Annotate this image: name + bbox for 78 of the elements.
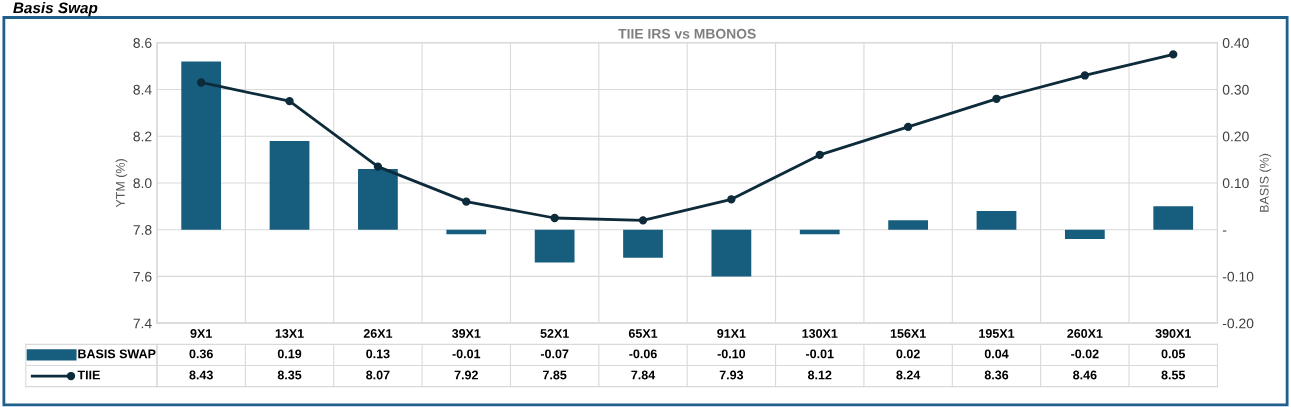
- data-label: 0.05: [1161, 349, 1186, 359]
- x-tick-label: 26X1: [363, 329, 393, 338]
- bar: [358, 168, 398, 230]
- y2-tick-label: 0.30: [1222, 84, 1249, 95]
- data-label: 0.04: [984, 349, 1009, 359]
- data-label: -0.01: [806, 349, 834, 359]
- x-tick-label: 39X1: [451, 329, 481, 338]
- x-tick-label: 390X1: [1155, 329, 1191, 338]
- data-label: 0.13: [366, 349, 390, 359]
- data-label: -0.10: [717, 349, 746, 359]
- bar: [269, 140, 310, 230]
- x-tick-label: 13X1: [275, 329, 304, 338]
- data-label: 8.24: [896, 370, 921, 380]
- y2-axis-title: BASIS (%): [1259, 153, 1272, 212]
- chart-title: TIIE IRS vs MBONOS: [618, 28, 756, 39]
- data-label: 7.92: [454, 370, 478, 380]
- y2-tick-label: -0.10: [1222, 271, 1254, 282]
- point: [462, 197, 471, 206]
- data-label: 8.36: [984, 370, 1009, 380]
- x-tick-label: 195X1: [979, 329, 1015, 338]
- y-tick-label: 8.0: [133, 178, 152, 189]
- point: [727, 195, 736, 204]
- y2-tick-label: -: [1222, 230, 1227, 232]
- point: [197, 78, 206, 87]
- y2-tick-label: 0.10: [1222, 178, 1249, 189]
- y-tick-label: 7.4: [133, 318, 152, 329]
- data-label: 0.02: [896, 349, 920, 359]
- data-label: 8.35: [277, 370, 302, 380]
- point: [815, 150, 824, 160]
- data-label: 8.46: [1073, 370, 1097, 380]
- x-tick-label: 130X1: [802, 329, 838, 338]
- bar: [1153, 206, 1194, 230]
- bar: [976, 210, 1017, 230]
- y-axis-title: YTM (%): [115, 159, 128, 208]
- bar: [181, 61, 222, 230]
- data-label: 7.85: [543, 370, 567, 380]
- point: [992, 94, 1001, 103]
- bar: [534, 229, 575, 263]
- legend-label: BASIS SWAP: [78, 349, 156, 359]
- data-label: 8.12: [807, 370, 832, 380]
- y-tick-label: 7.6: [133, 271, 152, 282]
- data-label: -0.02: [1071, 349, 1099, 359]
- point: [903, 122, 913, 132]
- bar: [888, 220, 928, 230]
- data-label: 8.55: [1161, 370, 1186, 380]
- x-tick-label: 9X1: [190, 329, 212, 338]
- data-label: -0.07: [540, 349, 569, 359]
- y-tick-label: 8.4: [133, 84, 152, 95]
- bar: [623, 229, 663, 258]
- x-tick-label: 65X1: [628, 329, 658, 338]
- x-tick-label: 156X1: [890, 329, 926, 338]
- point: [1169, 50, 1178, 59]
- point: [1080, 71, 1090, 80]
- x-tick-label: 91X1: [717, 329, 746, 338]
- x-tick-label: 52X1: [540, 329, 569, 338]
- y2-tick-label: 0.40: [1222, 38, 1249, 48]
- y2-tick-label: -0.20: [1222, 318, 1254, 329]
- y2-tick-label: 0.20: [1222, 131, 1249, 142]
- bar: [711, 229, 752, 277]
- text: Basis Swap: [13, 2, 98, 17]
- data-label: 0.19: [277, 349, 302, 359]
- point: [285, 96, 294, 106]
- data-label: -0.01: [452, 349, 481, 359]
- data-label: 7.84: [631, 370, 656, 380]
- data-label: 8.07: [366, 370, 390, 380]
- bar: [1064, 229, 1105, 240]
- data-label: 0.36: [189, 349, 213, 359]
- y-tick-label: 8.6: [133, 38, 152, 48]
- y-tick-label: 8.2: [133, 131, 152, 142]
- data-label: 8.43: [189, 370, 213, 380]
- legend-label: TIIE: [77, 370, 100, 380]
- data-label: 7.93: [719, 370, 744, 380]
- point: [550, 213, 559, 223]
- point: [373, 162, 383, 171]
- y-tick-label: 7.8: [133, 225, 152, 235]
- data-label: -0.06: [629, 349, 657, 359]
- point: [638, 216, 648, 225]
- x-tick-label: 260X1: [1067, 329, 1103, 338]
